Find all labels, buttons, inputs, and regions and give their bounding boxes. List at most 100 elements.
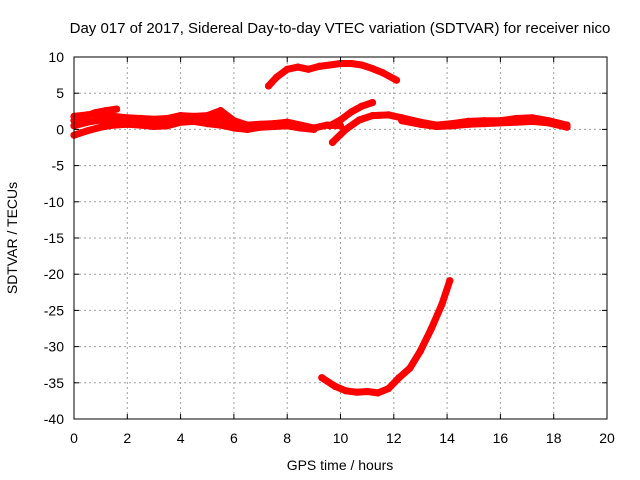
data-point [81, 112, 89, 120]
data-point [427, 325, 435, 333]
data-point [217, 114, 225, 122]
data-point [352, 388, 361, 396]
data-point [217, 121, 225, 129]
x-tick-label: 18 [546, 430, 562, 446]
data-point [432, 122, 440, 131]
data-point [110, 117, 118, 125]
y-tick-label: 0 [56, 121, 64, 137]
data-point [358, 61, 366, 69]
data-point [83, 127, 91, 135]
y-tick-label: -10 [44, 194, 64, 210]
series-main-band-mid [70, 114, 238, 130]
x-tick-label: 20 [599, 430, 615, 446]
data-point [544, 119, 553, 127]
x-tick-label: 2 [123, 430, 131, 446]
data-point [113, 105, 121, 113]
data-point [230, 120, 238, 128]
data-point [512, 118, 521, 126]
data-point [318, 374, 326, 382]
y-tick-label: -20 [44, 266, 64, 282]
data-point [328, 138, 337, 146]
data-point [217, 107, 225, 115]
data-point [384, 111, 393, 119]
y-tick-label: -40 [44, 411, 64, 427]
y-tick-label: 5 [56, 85, 64, 101]
data-point [190, 116, 198, 124]
data-point [358, 102, 366, 110]
y-axis-label: SDTVAR / TECUs [4, 182, 20, 294]
data-point [326, 61, 334, 69]
data-point [177, 114, 185, 123]
data-point [563, 123, 571, 131]
x-tick-label: 8 [283, 430, 291, 446]
data-point [416, 347, 424, 355]
data-point [384, 385, 393, 393]
y-tick-label: -5 [52, 158, 65, 174]
data-point [347, 108, 355, 116]
series-rise-arc [326, 99, 377, 130]
data-point [296, 124, 305, 132]
data-point [379, 69, 387, 77]
data-point [97, 123, 105, 131]
data-point [150, 119, 158, 127]
data-point [203, 115, 211, 123]
data-point [464, 120, 472, 128]
data-point [163, 117, 171, 125]
series-lower-arc [318, 277, 454, 397]
data-point [363, 387, 371, 396]
data-point [392, 76, 401, 84]
x-tick-label: 10 [333, 430, 349, 446]
data-point [347, 59, 355, 68]
data-point [283, 65, 291, 73]
x-axis: 0 2 4 6 8 10 12 14 16 18 20 [70, 57, 615, 446]
data-point [123, 117, 131, 125]
data-point [342, 387, 350, 395]
data-point [342, 125, 350, 133]
data-point [270, 122, 278, 131]
data-point [102, 107, 110, 115]
series-afternoon-band-lower [398, 117, 571, 131]
x-tick-label: 16 [493, 430, 509, 446]
data-point [310, 125, 318, 133]
y-tick-label: -30 [44, 339, 64, 355]
series-upper-arc [264, 59, 401, 90]
data-point [446, 277, 454, 285]
data-point [137, 118, 145, 126]
data-point [264, 82, 273, 90]
chart-title: Day 017 of 2017, Sidereal Day-to-day VTE… [70, 20, 611, 37]
data-point [83, 118, 91, 126]
data-point [283, 122, 291, 130]
y-tick-label: -25 [44, 302, 64, 318]
x-tick-label: 4 [177, 430, 185, 446]
grid [74, 57, 607, 419]
x-tick-label: 12 [386, 430, 402, 446]
y-tick-label: -15 [44, 230, 64, 246]
data-point [294, 63, 302, 71]
data-point [91, 109, 99, 117]
data-point [326, 122, 334, 130]
data-point [368, 65, 377, 73]
y-axis: 10 5 0 -5 -10 -15 -20 -25 -30 -35 -40 [44, 49, 607, 427]
data-point [243, 125, 251, 133]
data-point [97, 116, 105, 124]
data-point [315, 62, 323, 70]
data-point [256, 123, 265, 131]
x-axis-label: GPS time / hours [287, 457, 394, 473]
series-layer [70, 59, 571, 397]
data-point [304, 65, 313, 73]
data-point [448, 122, 456, 130]
data-point [416, 120, 424, 128]
y-tick-label: 10 [48, 49, 64, 65]
data-point [331, 382, 339, 390]
data-point [398, 117, 406, 125]
y-tick-label: -35 [44, 375, 64, 391]
data-point [480, 120, 488, 128]
x-tick-label: 14 [439, 430, 455, 446]
data-point [406, 364, 414, 372]
data-point [438, 301, 446, 309]
data-point [374, 389, 382, 397]
data-point [272, 73, 281, 81]
data-point [336, 59, 345, 68]
data-point [496, 119, 504, 127]
